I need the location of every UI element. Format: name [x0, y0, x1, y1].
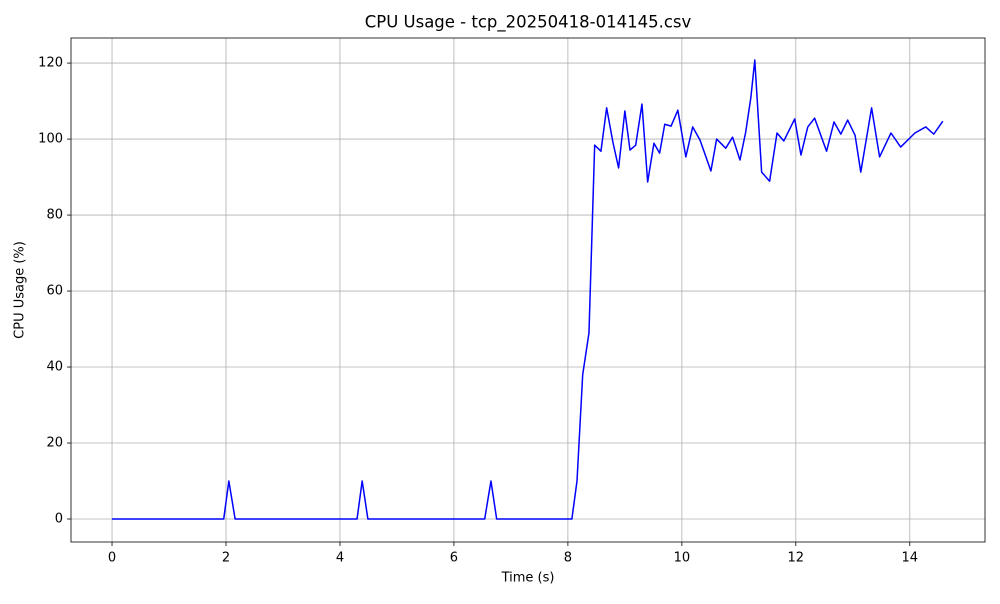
y-tick-label: 100 [38, 132, 63, 147]
x-tick-label: 0 [108, 551, 116, 566]
chart-title: CPU Usage - tcp_20250418-014145.csv [365, 13, 692, 33]
y-tick-label: 40 [46, 360, 63, 375]
x-tick-label: 2 [222, 551, 230, 566]
x-tick-label: 8 [564, 551, 572, 566]
y-tick-label: 60 [46, 284, 63, 299]
y-tick-label: 120 [38, 56, 63, 71]
y-tick-label: 80 [46, 208, 63, 223]
x-tick-label: 4 [336, 551, 344, 566]
y-tick-label: 0 [55, 512, 63, 527]
y-tick-label: 20 [46, 436, 63, 451]
x-tick-label: 6 [450, 551, 458, 566]
data-line [112, 59, 944, 520]
y-axis-label: CPU Usage (%) [13, 241, 28, 339]
plot-frame [70, 37, 986, 543]
x-tick-label: 14 [902, 551, 919, 566]
x-tick-label: 12 [788, 551, 805, 566]
x-axis-label: Time (s) [501, 571, 555, 586]
x-tick-label: 10 [674, 551, 691, 566]
